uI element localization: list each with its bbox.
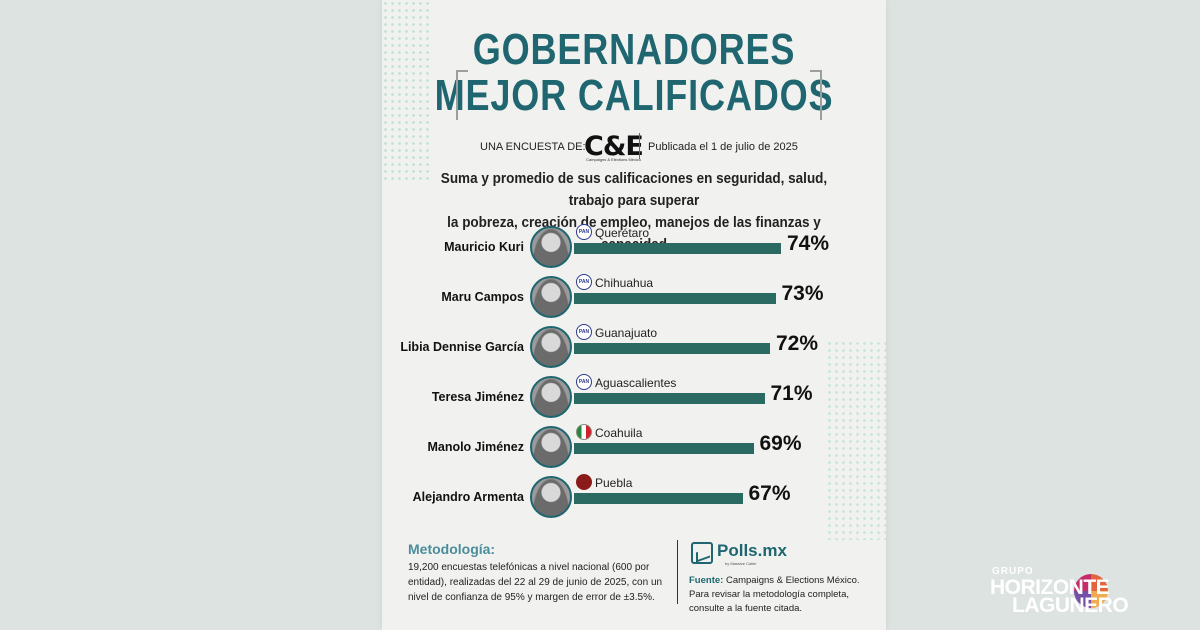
party-pan-icon: PAN [576, 324, 592, 340]
governor-row: Libia Dennise García PAN Guanajuato 72% [382, 324, 886, 374]
state-label: Coahuila [595, 426, 643, 440]
source-text: Campaigns & Elections México. Para revis… [689, 575, 860, 614]
methodology-text: 19,200 encuestas telefónicas a nivel nac… [408, 562, 663, 603]
party-morena-icon [576, 474, 592, 490]
title-line-1: GOBERNADORES [472, 25, 796, 74]
byline: UNA ENCUESTA DE: C&E Campaigns & Electio… [382, 131, 886, 162]
score-label: 72% [776, 332, 819, 355]
governor-name: Teresa Jiménez [431, 390, 524, 404]
source-note: Fuente: Campaigns & Elections México. Pa… [689, 574, 879, 616]
governor-photo [530, 376, 572, 418]
governor-name: Alejandro Armenta [412, 490, 524, 504]
score-bar [574, 243, 781, 254]
party-pan-icon: PAN [576, 224, 592, 240]
watermark-circle-icon [1074, 574, 1108, 608]
state-label: Guanajuato [595, 326, 658, 340]
ce-logo: C&E [584, 131, 644, 162]
governor-name: Libia Dennise García [400, 340, 524, 354]
subtitle-line-1: Suma y promedio de sus calificaciones en… [440, 170, 828, 209]
polls-brand-sub: by Massive Caller [725, 561, 757, 566]
party-pan-icon: PAN [576, 274, 592, 290]
dot-pattern-decoration [382, 0, 432, 180]
governor-photo [530, 226, 572, 268]
ce-logo-subtext: Campaigns & Elections México [586, 157, 642, 162]
governor-photo [530, 276, 572, 318]
score-bar [574, 393, 765, 404]
score-label: 69% [759, 432, 802, 455]
source-label: Fuente: [689, 575, 724, 586]
state-label: Querétaro [595, 226, 650, 240]
governor-row: Mauricio Kuri PAN Querétaro 74% [382, 224, 886, 274]
byline-prefix: UNA ENCUESTA DE: [480, 141, 586, 153]
score-label: 67% [748, 482, 791, 505]
watermark-line-2: HORIZONTE [990, 576, 1110, 599]
score-bar [574, 343, 770, 354]
watermark: GRUPO HORIZONTE LAGUNERO [990, 566, 1190, 617]
polls-brand: Polls.mx [717, 541, 787, 560]
governor-row: Maru Campos PAN Chihuahua 73% [382, 274, 886, 324]
governor-photo [530, 476, 572, 518]
methodology-title: Metodología: [408, 541, 496, 557]
governor-row: Manolo Jiménez Coahuila 69% [382, 424, 886, 474]
governor-photo [530, 426, 572, 468]
watermark-line-1: GRUPO [992, 566, 1034, 577]
state-label: Aguascalientes [595, 376, 677, 390]
party-pan-icon: PAN [576, 374, 592, 390]
governor-row: Teresa Jiménez PAN Aguascalientes 71% [382, 374, 886, 424]
poster: GOBERNADORES MEJOR CALIFICADOS UNA ENCUE… [382, 0, 886, 630]
title-bracket-right [810, 70, 822, 120]
state-label: Chihuahua [595, 276, 654, 290]
score-label: 71% [770, 382, 813, 405]
governor-name: Mauricio Kuri [444, 240, 524, 254]
title-bracket-left [456, 70, 468, 120]
published-date: Publicada el 1 de julio de 2025 [648, 141, 798, 153]
governor-name: Maru Campos [441, 290, 524, 304]
score-label: 74% [787, 232, 830, 255]
party-pri-icon [576, 424, 592, 440]
byline-divider [639, 133, 640, 159]
title-line-2: MEJOR CALIFICADOS [434, 71, 834, 120]
governor-photo [530, 326, 572, 368]
state-label: Puebla [595, 476, 633, 490]
score-bar [574, 493, 743, 504]
watermark-line-3: LAGUNERO [1012, 594, 1129, 617]
subtitle: Suma y promedio de sus calificaciones en… [425, 168, 843, 256]
governor-row: Alejandro Armenta Puebla 67% [382, 474, 886, 524]
governor-name: Manolo Jiménez [427, 440, 524, 454]
score-label: 73% [781, 282, 824, 305]
polls-chart-icon [691, 542, 713, 564]
score-bar [574, 443, 754, 454]
dot-pattern-decoration [826, 340, 886, 540]
footer-divider [677, 540, 678, 604]
score-bar [574, 293, 776, 304]
